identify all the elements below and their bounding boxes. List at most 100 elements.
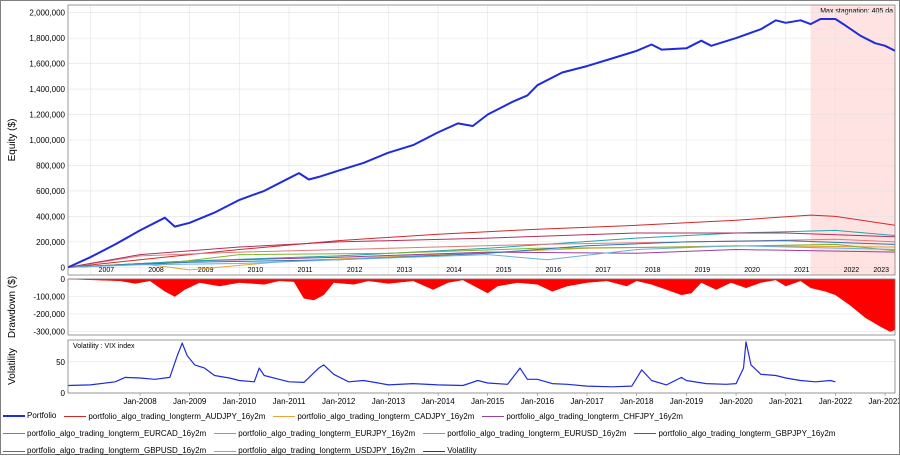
series-line-eurcad (67, 229, 896, 268)
legend-swatch (3, 415, 25, 417)
legend-item: portfolio_algo_trading_longterm_CADJPY_1… (273, 409, 474, 425)
volatility-x-tick-label: Jan-2008 (123, 397, 157, 406)
volatility-x-tick-label: Jan-2019 (670, 397, 704, 406)
series-line-gbpusd (67, 240, 896, 268)
series-line-eurusd (67, 243, 896, 268)
equity-y-tick-label: 600,000 (36, 187, 65, 196)
legend: Portfolio portfolio_algo_trading_longterm… (3, 407, 899, 459)
volatility-x-tick-label: Jan-2016 (521, 397, 555, 406)
equity-year-label: 2011 (297, 267, 312, 274)
drawdown-area (67, 278, 896, 332)
legend-item: portfolio_algo_trading_longterm_CHFJPY_1… (482, 409, 683, 425)
legend-swatch (634, 433, 657, 435)
legend-item: portfolio_algo_trading_longterm_AUDJPY_1… (64, 409, 265, 425)
equity-y-tick-label: 1,600,000 (29, 60, 65, 69)
volatility-y-tick-label: 0 (61, 389, 66, 398)
legend-label: portfolio_algo_trading_longterm_GBPJPY_1… (658, 429, 836, 438)
equity-y-tick-label: 200,000 (36, 238, 65, 247)
volatility-panel-title: Volatility : VIX index (73, 343, 135, 350)
equity-year-label: 2010 (248, 267, 264, 274)
equity-year-label: 2022 (844, 267, 860, 274)
equity-y-tick-label: 2,000,000 (29, 9, 65, 18)
equity-year-label: 2013 (397, 267, 413, 274)
equity-year-label: 2017 (595, 267, 611, 274)
legend-label: portfolio_algo_trading_longterm_CADJPY_1… (297, 411, 475, 421)
volatility-plot-frame (67, 339, 896, 394)
volatility-x-tick-label: Jan-2021 (769, 397, 803, 406)
equity-year-label: 2014 (446, 267, 462, 274)
legend-label: portfolio_algo_trading_longterm_EURJPY_1… (238, 429, 416, 438)
equity-year-label: 2012 (347, 267, 363, 274)
legend-swatch (214, 450, 237, 452)
equity-year-label: 2015 (496, 267, 512, 274)
equity-y-tick-label: 1,200,000 (29, 111, 65, 120)
volatility-x-tick-label: Jan-2015 (471, 397, 505, 406)
equity-year-label: 2007 (99, 267, 115, 274)
volatility-x-tick-label: Jan-2013 (372, 397, 406, 406)
volatility-x-tick-label: Jan-2023 (868, 397, 899, 406)
legend-item: portfolio_algo_trading_longterm_EURCAD_1… (3, 426, 206, 442)
legend-item: portfolio_algo_trading_longterm_GBPJPY_1… (634, 426, 835, 442)
legend-swatch (482, 416, 505, 417)
equity-year-label: 2016 (546, 267, 562, 274)
drawdown-y-axis-label: Drawdown ($) (7, 276, 18, 338)
equity-year-label: 2009 (198, 267, 214, 274)
drawdown-plot-frame (67, 278, 896, 336)
series-line-eurjpy (67, 238, 896, 268)
equity-y-axis-label: Equity ($) (7, 119, 18, 162)
chart-svg: Max stagnation: 405 da 0 200,000 400,000 600… (7, 4, 900, 406)
legend-label: portfolio_algo_trading_longterm_AUDJPY_1… (88, 411, 266, 421)
volatility-x-tick-label: Jan-2011 (273, 397, 306, 406)
series-portfolio-line (67, 18, 896, 269)
legend-swatch (3, 450, 25, 452)
series-line-chfjpy (67, 249, 896, 268)
series-line-cadjpy (67, 245, 896, 271)
legend-swatch (423, 450, 446, 452)
equity-year-label: 2018 (645, 267, 661, 274)
legend-item: portfolio_algo_trading_longterm_EURJPY_1… (214, 426, 415, 442)
equity-y-tick-label: 1,800,000 (29, 34, 65, 43)
equity-year-label: 2023 (873, 267, 889, 274)
volatility-line (67, 341, 836, 388)
legend-swatch (273, 416, 296, 417)
drawdown-y-tick-label: 0 (61, 275, 66, 284)
stagnation-label: Max stagnation: 405 da (820, 8, 893, 15)
series-line-usdjpy (67, 245, 896, 268)
series-line-gbpjpy (67, 232, 896, 268)
drawdown-y-tick-label: -300,000 (33, 328, 65, 337)
legend-item: Volatility (423, 443, 477, 459)
legend-label: Portfolio (27, 411, 57, 421)
equity-year-label: 2020 (744, 267, 760, 274)
legend-item: Portfolio (3, 408, 56, 424)
legend-label: portfolio_algo_trading_longterm_EURUSD_1… (447, 429, 627, 438)
legend-swatch (214, 433, 237, 435)
legend-label: portfolio_algo_trading_longterm_USDJPY_1… (238, 446, 416, 456)
legend-label: portfolio_algo_trading_longterm_GBPUSD_1… (27, 446, 207, 456)
legend-label: portfolio_algo_trading_longterm_EURCAD_1… (27, 429, 207, 438)
equity-y-tick-label: 1,400,000 (29, 85, 65, 94)
equity-y-tick-label: 400,000 (36, 212, 65, 221)
volatility-x-tick-label: Jan-2020 (719, 397, 753, 406)
equity-year-label: 2008 (148, 267, 164, 274)
volatility-x-tick-label: Jan-2010 (223, 397, 257, 406)
volatility-y-tick-label: 50 (56, 358, 65, 367)
equity-plot-frame (67, 4, 896, 276)
volatility-x-tick-label: Jan-2017 (570, 397, 604, 406)
equity-y-tick-label: 0 (61, 263, 66, 272)
volatility-x-tick-label: Jan-2014 (421, 397, 455, 406)
equity-year-label: 2021 (794, 267, 810, 274)
legend-swatch (423, 433, 446, 435)
volatility-x-tick-label: Jan-2022 (819, 397, 853, 406)
volatility-x-tick-label: Jan-2012 (322, 397, 356, 406)
legend-swatch (64, 416, 87, 417)
equity-y-tick-label: 1,000,000 (29, 136, 65, 145)
legend-label: Volatility (447, 446, 477, 456)
legend-swatch (3, 433, 25, 435)
drawdown-y-tick-label: -200,000 (33, 310, 65, 319)
drawdown-y-tick-label: -100,000 (33, 293, 65, 302)
equity-year-label: 2019 (695, 267, 711, 274)
legend-item: portfolio_algo_trading_longterm_USDJPY_1… (214, 443, 415, 459)
legend-item: portfolio_algo_trading_longterm_EURUSD_1… (423, 426, 626, 442)
legend-label: portfolio_algo_trading_longterm_CHFJPY_1… (506, 411, 683, 421)
